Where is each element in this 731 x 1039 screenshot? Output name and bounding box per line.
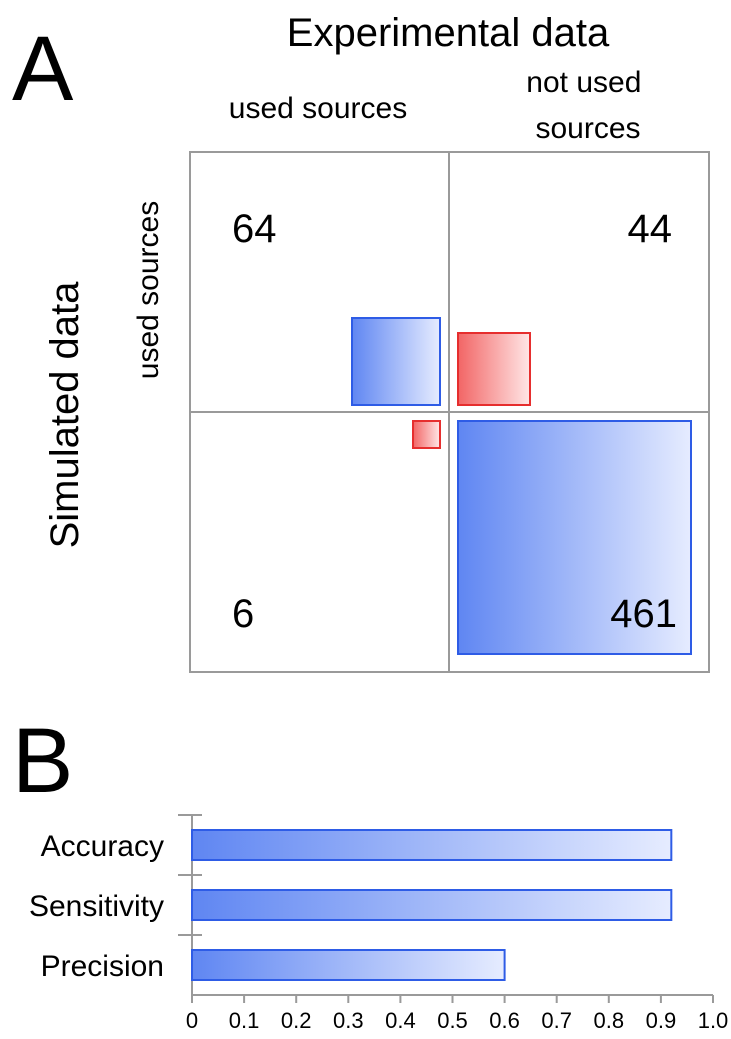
x-tick-label: 0.8 xyxy=(594,1008,625,1033)
x-tick-label: 0 xyxy=(186,1008,198,1033)
category-label-accuracy: Accuracy xyxy=(41,830,164,863)
col-header-used: used sources xyxy=(229,92,407,125)
col-header-not-used: not used sources xyxy=(526,66,649,145)
category-label-sensitivity: Sensitivity xyxy=(29,890,164,923)
cell-value-fn: 6 xyxy=(232,592,254,636)
panel-a-letter: A xyxy=(12,18,74,120)
x-tick-label: 0.1 xyxy=(229,1008,260,1033)
cell-value-tp: 64 xyxy=(232,207,277,251)
box-true-positive xyxy=(351,317,441,406)
box-true-negative xyxy=(457,420,692,655)
panel-b-letter: B xyxy=(12,710,73,812)
matrix-ylabel: Simulated data xyxy=(43,281,87,549)
matrix-title: Experimental data xyxy=(287,11,610,55)
x-tick-label: 0.4 xyxy=(385,1008,416,1033)
x-tick-label: 0.6 xyxy=(489,1008,520,1033)
x-tick-label: 1.0 xyxy=(698,1008,729,1033)
cell-value-tn: 461 xyxy=(610,592,677,636)
confusion-matrix: 64 44 6 461 xyxy=(189,151,710,673)
x-tick-label: 0.2 xyxy=(281,1008,312,1033)
metrics-bar-chart: 0 0.1 0.2 0.3 0.4 0.5 0.6 0.7 0.8 0.9 1.0 Accuracy S… xyxy=(29,814,729,1033)
x-tick-label: 0.3 xyxy=(333,1008,364,1033)
bar-accuracy xyxy=(191,829,673,861)
cell-value-fp: 44 xyxy=(628,207,673,251)
x-tick-label: 0.7 xyxy=(541,1008,572,1033)
bar-sensitivity xyxy=(191,889,673,921)
x-tick-label: 0.5 xyxy=(437,1008,468,1033)
category-label-precision: Precision xyxy=(41,950,164,983)
box-false-negative xyxy=(412,420,441,449)
x-tick-label: 0.9 xyxy=(646,1008,677,1033)
row-header-used: used sources xyxy=(132,201,165,379)
bar-precision xyxy=(191,949,506,981)
box-false-positive xyxy=(457,332,531,406)
